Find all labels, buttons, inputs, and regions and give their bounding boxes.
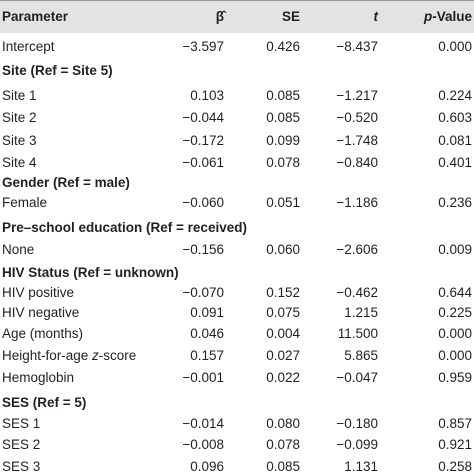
value-cell: −0.520	[336, 110, 378, 125]
value-cell: 0.959	[438, 370, 472, 385]
header-row	[0, 0, 474, 33]
text-part: -score	[98, 348, 137, 363]
value-cell: −0.172	[182, 133, 224, 148]
row-label: HIV negative	[2, 305, 80, 320]
value-cell: 0.080	[266, 416, 300, 431]
value-cell: 0.000	[438, 348, 472, 363]
value-cell: 1.215	[344, 305, 378, 320]
text-part: z	[92, 348, 99, 363]
row-label: Site 2	[2, 110, 37, 125]
value-cell: 0.022	[266, 370, 300, 385]
value-cell: 0.152	[266, 285, 300, 300]
value-cell: −0.462	[336, 285, 378, 300]
value-cell: −2.606	[336, 242, 378, 257]
value-cell: 0.078	[266, 155, 300, 170]
row-label: SES 2	[2, 437, 41, 452]
value-cell: 0.075	[266, 305, 300, 320]
header-cell: t	[374, 8, 379, 26]
value-cell: −1.217	[336, 88, 378, 103]
value-cell: 0.081	[438, 133, 472, 148]
value-cell: 0.085	[266, 459, 300, 474]
value-cell: 0.857	[438, 416, 472, 431]
row-label: Site 1	[2, 88, 37, 103]
value-cell: 0.004	[266, 326, 300, 341]
value-cell: −1.748	[336, 133, 378, 148]
header-cell: p-Value	[424, 8, 472, 26]
value-cell: −1.186	[336, 195, 378, 210]
value-cell: −0.099	[336, 437, 378, 452]
value-cell: 0.046	[190, 326, 224, 341]
row-label: Age (months)	[2, 326, 84, 341]
value-cell: 0.225	[438, 305, 472, 320]
row-label: Height-for-age z-score	[2, 347, 136, 365]
value-cell: −0.840	[336, 155, 378, 170]
value-cell: −3.597	[182, 39, 224, 54]
row-label: Intercept	[2, 39, 55, 54]
header-cell: β̂	[215, 9, 224, 24]
section-label: Pre–school education (Ref = received)	[2, 220, 247, 235]
value-cell: 0.078	[266, 437, 300, 452]
value-cell: 0.000	[438, 326, 472, 341]
row-label: Site 4	[2, 155, 37, 170]
value-cell: 0.236	[438, 195, 472, 210]
row-label: SES 3	[2, 459, 41, 474]
value-cell: 0.091	[190, 305, 224, 320]
value-cell: −0.180	[336, 416, 378, 431]
value-cell: 0.224	[438, 88, 472, 103]
value-cell: 0.009	[438, 242, 472, 257]
value-cell: 0.027	[266, 348, 300, 363]
row-label: None	[2, 242, 35, 257]
row-label: SES 1	[2, 416, 41, 431]
section-label: Gender (Ref = male)	[2, 175, 130, 190]
value-cell: 0.103	[190, 88, 224, 103]
value-cell: −0.008	[182, 437, 224, 452]
value-cell: −0.060	[182, 195, 224, 210]
row-label: Female	[2, 195, 48, 210]
value-cell: 0.060	[266, 242, 300, 257]
value-cell: −0.156	[182, 242, 224, 257]
value-cell: 11.500	[337, 326, 378, 341]
section-label: SES (Ref = 5)	[2, 395, 87, 410]
row-label: Site 3	[2, 133, 37, 148]
value-cell: −0.044	[182, 110, 224, 125]
value-cell: 0.085	[266, 110, 300, 125]
text-part: Height-for-age	[2, 348, 93, 363]
value-cell: 0.000	[438, 39, 472, 54]
value-cell: 0.258	[438, 459, 472, 474]
value-cell: 0.603	[438, 110, 472, 125]
value-cell: 0.096	[190, 459, 224, 474]
row-label: HIV positive	[2, 285, 75, 300]
value-cell: 0.921	[438, 437, 472, 452]
value-cell: −8.437	[336, 39, 378, 54]
value-cell: −0.047	[336, 370, 378, 385]
text-part: -Value	[432, 9, 472, 24]
value-cell: 0.426	[266, 39, 300, 54]
value-cell: 1.131	[344, 459, 378, 474]
value-cell: 0.085	[266, 88, 300, 103]
section-label: HIV Status (Ref = unknown)	[2, 265, 179, 280]
value-cell: 0.401	[438, 155, 472, 170]
section-label: Site (Ref = Site 5)	[2, 63, 113, 78]
value-cell: 0.644	[438, 285, 472, 300]
value-cell: 5.865	[344, 348, 378, 363]
row-label: Hemoglobin	[2, 370, 75, 385]
value-cell: −0.061	[182, 155, 224, 170]
value-cell: −0.001	[182, 370, 224, 385]
value-cell: −0.070	[182, 285, 224, 300]
value-cell: 0.157	[190, 348, 224, 363]
value-cell: 0.099	[266, 133, 300, 148]
header-cell: SE	[281, 9, 300, 24]
value-cell: 0.051	[266, 195, 300, 210]
text-part: t	[373, 9, 379, 24]
text-part: p	[423, 9, 433, 24]
header-cell: Parameter	[2, 9, 69, 24]
value-cell: −0.014	[182, 416, 224, 431]
